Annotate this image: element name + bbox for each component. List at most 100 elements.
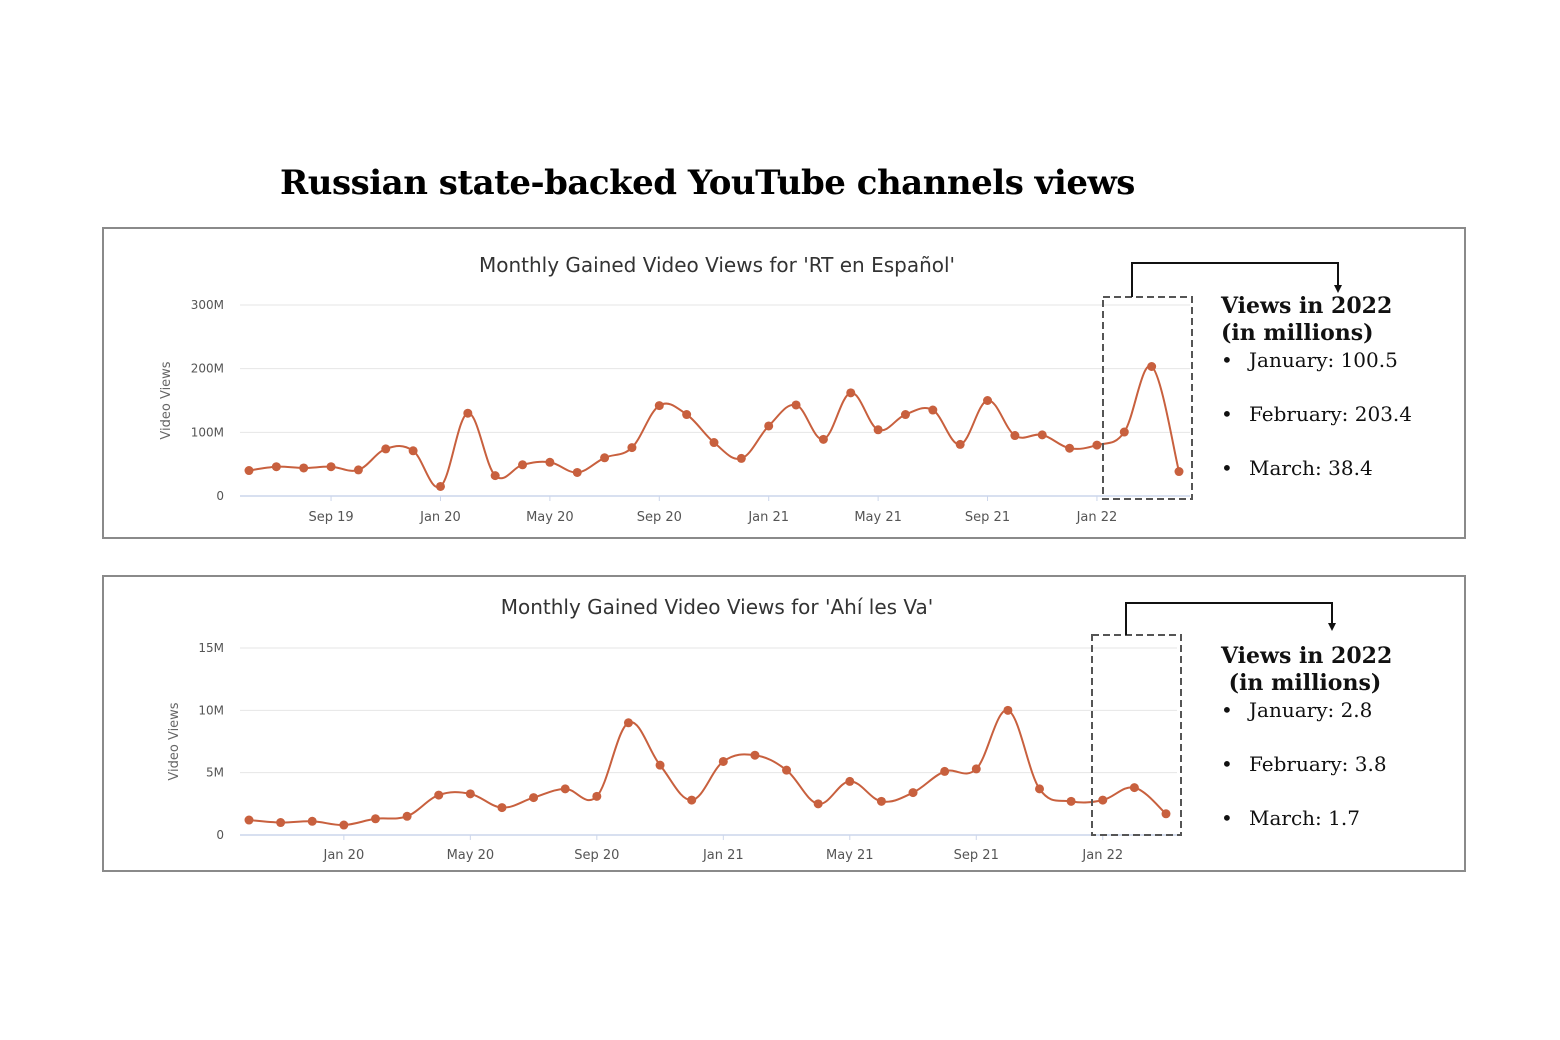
x-tick-label: Jan 22 [1081,848,1123,863]
data-point [764,421,774,431]
chart-rt-en-espanol: Monthly Gained Video Views for 'RT en Es… [159,253,1342,525]
data-point [381,444,391,454]
x-tick-label: May 21 [854,510,902,525]
data-point [813,799,823,809]
data-point [623,718,633,728]
data-point [846,388,856,398]
data-point [782,765,792,775]
data-point [299,463,309,473]
data-point [529,793,539,803]
data-point [955,439,965,449]
x-tick-label: Sep 21 [954,848,999,863]
y-tick-label: 100M [191,425,224,439]
data-point [1037,430,1047,440]
chart-ahi-les-va: Monthly Gained Video Views for 'Ahí les … [167,595,1336,863]
bracket-line [1131,262,1339,297]
data-point [402,811,412,821]
data-point [271,462,281,472]
notes-item-january: • January: 2.8 [1221,698,1373,722]
y-tick-label: 0 [216,489,224,503]
y-tick-label: 5M [206,766,224,780]
data-point [307,816,317,826]
notes-title-line1: Views in 2022 [1221,643,1393,669]
data-point [736,453,746,463]
data-point [463,408,473,418]
y-axis-label: Video Views [167,702,182,780]
data-point [244,466,254,476]
y-tick-label: 200M [191,362,224,376]
data-point [572,467,582,477]
data-point [908,788,918,798]
data-point [326,462,336,472]
notes-item-march: • March: 1.7 [1221,806,1360,830]
x-tick-label: Jan 21 [702,848,744,863]
series-line [248,709,1167,827]
chart-panel-rt: Monthly Gained Video Views for 'RT en Es… [102,227,1466,539]
data-point [940,766,950,776]
data-point [928,405,938,415]
x-tick-label: May 21 [826,848,874,863]
data-point [1010,431,1020,441]
data-point [845,776,855,786]
data-point [900,410,910,420]
chart-title: Monthly Gained Video Views for 'RT en Es… [479,253,955,277]
data-point [1119,427,1129,437]
x-tick-label: Sep 20 [574,848,619,863]
notes-title-line2: (in millions) [1221,320,1374,346]
data-point [518,460,528,470]
notes-item-february: • February: 3.8 [1221,752,1387,776]
data-point [353,465,363,475]
data-point [370,814,380,824]
data-point [276,818,286,828]
data-point [435,481,445,491]
x-tick-label: Jan 20 [323,848,365,863]
notes-rt: Views in 2022 (in millions) • January: 10… [1221,293,1412,509]
highlight-box [1091,634,1182,836]
data-point [791,400,801,410]
notes-item-february: • February: 203.4 [1221,402,1412,426]
x-tick-label: Sep 20 [637,510,682,525]
y-axis-label: Video Views [159,361,174,439]
arrow-head-icon [1334,285,1342,293]
data-point [244,815,254,825]
data-point [709,438,719,448]
data-point [1161,809,1171,819]
data-point [627,443,637,453]
y-tick-label: 0 [216,828,224,842]
y-tick-label: 10M [198,703,224,717]
data-point [983,396,993,405]
data-point [750,750,760,760]
notes-title-line2: (in millions) [1221,670,1382,696]
arrow-head-icon [1328,623,1336,631]
x-tick-label: Sep 19 [308,510,353,525]
bracket-line [1125,602,1333,635]
data-point [1003,705,1013,715]
data-point [876,796,886,806]
data-point [490,471,500,481]
data-point [1065,443,1075,453]
series-line [248,365,1180,489]
data-point [682,410,692,420]
notes-ahi-les-va: Views in 2022 (in millions) • January: 2.… [1221,643,1392,859]
data-point [1066,796,1076,806]
x-tick-label: Jan 20 [419,510,461,525]
data-point [408,446,418,456]
notes-title-line1: Views in 2022 [1221,293,1393,319]
data-point [465,789,475,799]
x-tick-label: Jan 22 [1076,510,1118,525]
chart-panel-ahi-les-va: Monthly Gained Video Views for 'Ahí les … [102,575,1466,872]
data-point [1098,795,1108,805]
notes-item-january: • January: 100.5 [1221,348,1398,372]
data-point [1147,362,1157,372]
data-point [339,820,349,830]
data-point [818,434,828,444]
data-point [655,760,665,770]
data-point [497,803,507,813]
data-point [592,791,602,801]
y-tick-label: 15M [198,641,224,655]
data-point [545,457,555,467]
data-point [1129,783,1139,793]
data-point [600,453,610,463]
data-point [434,790,444,800]
data-point [971,764,981,774]
